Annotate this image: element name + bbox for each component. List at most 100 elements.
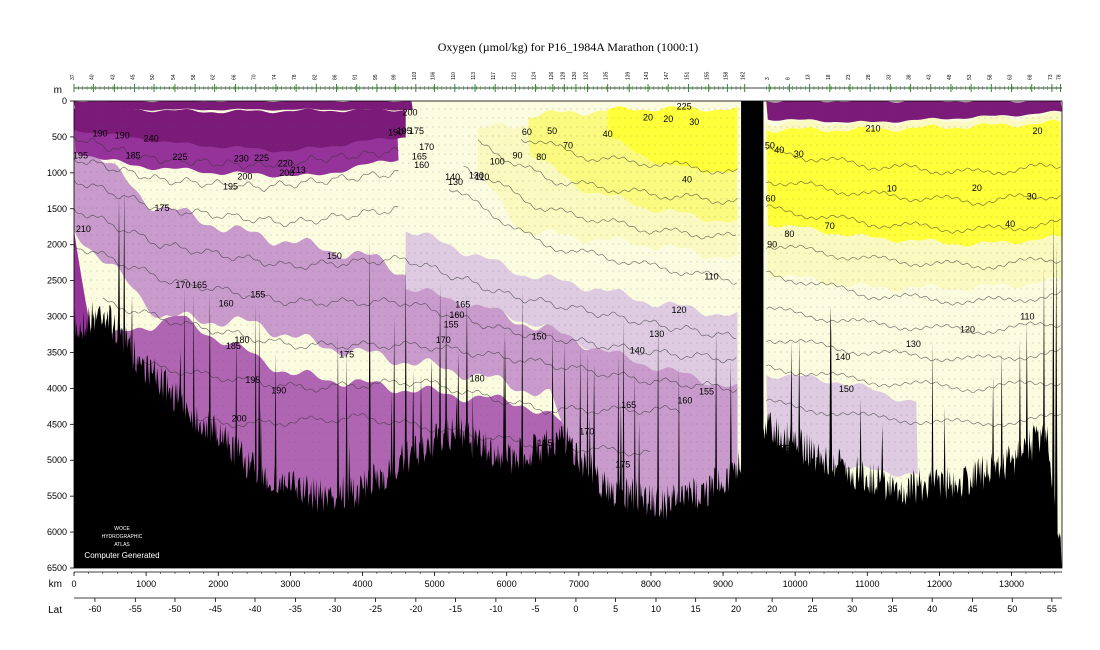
latitude-tick-label: -5	[532, 604, 540, 614]
station-label: 151	[684, 71, 690, 80]
latitude-tick-label: 40	[927, 604, 937, 614]
station-label: 3	[765, 77, 771, 80]
station-label: 68	[1028, 74, 1034, 80]
contour-label: 165	[455, 299, 470, 309]
latitude-tick-label: 20	[767, 604, 777, 614]
contour-label: 195	[397, 126, 412, 136]
contour-label: 90	[767, 240, 777, 250]
seamount-spike	[345, 352, 349, 568]
latitude-tick-label: -15	[449, 604, 462, 614]
station-label: 66	[232, 74, 238, 80]
latitude-tick-label: -35	[289, 604, 302, 614]
contour-label: 20	[663, 114, 673, 124]
contour-label: 20	[972, 183, 982, 193]
contour-label: 155	[775, 444, 790, 454]
station-label: 82	[312, 74, 318, 80]
contour-label: 160	[677, 396, 692, 406]
contour-label: 210	[76, 224, 91, 234]
contour-label: 240	[144, 133, 159, 143]
distance-tick-label: 2000	[208, 579, 228, 589]
contour-label: 185	[226, 341, 241, 351]
station-label: 147	[664, 71, 670, 80]
latitude-tick-label: -50	[168, 604, 181, 614]
station-label: 50	[150, 74, 156, 80]
station-label: 124	[532, 71, 538, 80]
depth-tick-label: 3000	[47, 312, 67, 322]
contour-label: 20	[643, 113, 653, 123]
seamount-spike	[368, 237, 372, 568]
contour-label: 180	[235, 335, 250, 345]
station-label: 45	[131, 74, 137, 80]
contour-line	[477, 139, 738, 205]
latitude-tick-label: -40	[249, 604, 262, 614]
latitude-unit-label: Lat	[48, 605, 62, 616]
station-label: 143	[644, 71, 650, 80]
contour-line	[74, 158, 399, 192]
latitude-tick-label: -45	[209, 604, 222, 614]
contour-line	[102, 297, 738, 393]
station-label: 117	[491, 72, 497, 80]
station-label: 121	[511, 71, 517, 80]
depth-tick-label: 4000	[47, 383, 67, 393]
contour-line	[766, 180, 1061, 206]
contour-label: 155	[250, 289, 265, 299]
chart-title: Oxygen (µmol/kg) for P16_1984A Marathon …	[438, 40, 699, 54]
contour-label: 190	[271, 386, 286, 396]
contour-label: 70	[825, 221, 835, 231]
contour-line	[74, 136, 399, 170]
depth-unit-label: m	[54, 85, 62, 96]
seamount-spike	[503, 338, 507, 568]
latitude-tick-label: 55	[1047, 604, 1057, 614]
contour-line	[520, 139, 738, 175]
seamount-spike	[1054, 244, 1058, 568]
station-label: 130	[572, 71, 578, 80]
contour-label: 170	[579, 426, 594, 436]
station-label: 33	[886, 74, 892, 80]
latitude-tick-label: -10	[489, 604, 502, 614]
seamount-spike	[1042, 266, 1046, 568]
contour-label: 225	[677, 102, 692, 112]
depth-tick-label: 3500	[47, 347, 67, 357]
contour-label: 185	[126, 151, 141, 161]
latitude-tick-label: -20	[409, 604, 422, 614]
station-label: 62	[211, 74, 217, 80]
contour-line	[74, 244, 737, 364]
contour-label: 165	[621, 400, 636, 410]
station-label: 13	[806, 74, 812, 80]
distance-tick-label: 9000	[713, 579, 733, 589]
contour-label: 140	[445, 172, 460, 182]
contour-label: 30	[689, 117, 699, 127]
contour-label: 170	[436, 335, 451, 345]
latitude-tick-label: 25	[807, 604, 817, 614]
contour-label: 225	[254, 153, 269, 163]
contour-label: 50	[547, 126, 557, 136]
contour-label: 60	[766, 194, 776, 204]
contour-label: 195	[223, 181, 238, 191]
watermark-hydrographic: HYDROGRAPHIC	[102, 534, 143, 540]
distance-axis: 0 1000 2000 3000 4000 5000 6000 7000 8000 9000 100…	[71, 572, 1056, 589]
contour-label: 80	[536, 152, 546, 162]
depth-tick-label: 4500	[47, 419, 67, 429]
station-label: 43	[927, 74, 933, 80]
station-label: 162	[741, 71, 747, 80]
station-label: 73	[1048, 74, 1054, 80]
station-label: 155	[705, 71, 711, 80]
contour-label: 40	[603, 129, 613, 139]
contour-label: 160	[414, 160, 429, 170]
station-label: 132	[583, 71, 589, 80]
contour-label: 160	[449, 310, 464, 320]
contour-label: 165	[192, 280, 207, 290]
station-label: 113	[471, 72, 477, 80]
station-label: 128	[560, 71, 566, 80]
contour-label: 200	[403, 107, 418, 117]
contour-label: 50	[765, 141, 775, 151]
station-label: 38	[907, 74, 913, 80]
station-label: 91	[353, 74, 359, 80]
contour-line	[463, 166, 737, 240]
contour-label: 200	[237, 171, 252, 181]
station-label: 58	[191, 74, 197, 80]
depth-axis: 0 500 1000 1500 2000 2500 3000 3500 4000 4500 5000…	[47, 96, 74, 573]
plot-frame	[73, 100, 1063, 569]
contour-label: 175	[615, 460, 630, 470]
contour-label: 213	[291, 165, 306, 175]
